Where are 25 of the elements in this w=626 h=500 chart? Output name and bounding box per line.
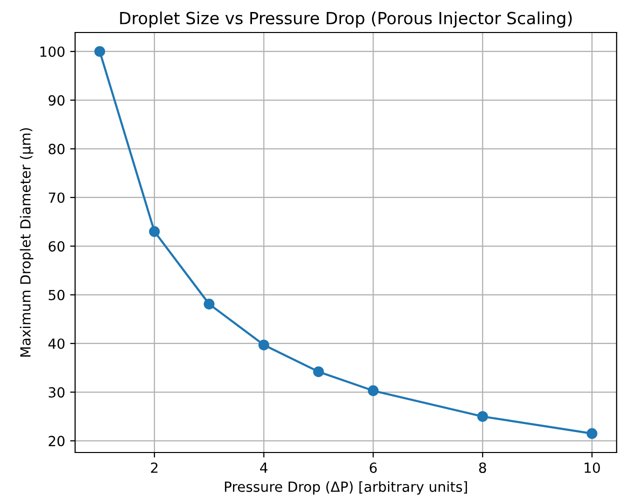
x-axis-title: Pressure Drop (ΔP) [arbitrary units] xyxy=(224,481,467,495)
x-tick-label: 4 xyxy=(260,462,268,473)
point xyxy=(477,411,488,422)
point xyxy=(586,428,598,439)
y-tick-label: 100 xyxy=(40,46,64,57)
y-tick-label: 50 xyxy=(48,290,64,300)
point xyxy=(94,46,106,57)
point xyxy=(313,366,324,378)
y-tick-label: 60 xyxy=(48,241,64,252)
y-tick-label: 30 xyxy=(48,387,64,398)
y-tick-label: 40 xyxy=(48,338,64,349)
point xyxy=(149,226,160,237)
point xyxy=(368,385,379,396)
x-tick-label: 2 xyxy=(151,462,158,473)
x-tick-label: 8 xyxy=(479,462,486,473)
point xyxy=(204,298,215,310)
point xyxy=(258,340,270,350)
chart-title: Droplet Size vs Pressure Drop (Porous Injector Scaling) xyxy=(120,12,572,28)
y-tick-label: 20 xyxy=(48,436,64,446)
y-axis-title: Maximum Droplet Diameter (µm) xyxy=(20,128,34,357)
y-tick-label: 70 xyxy=(48,192,64,203)
y-tick-label: 90 xyxy=(48,95,64,106)
y-tick-label: 80 xyxy=(48,144,64,154)
x-tick-label: 10 xyxy=(584,462,600,473)
x-tick-label: 6 xyxy=(370,462,377,473)
